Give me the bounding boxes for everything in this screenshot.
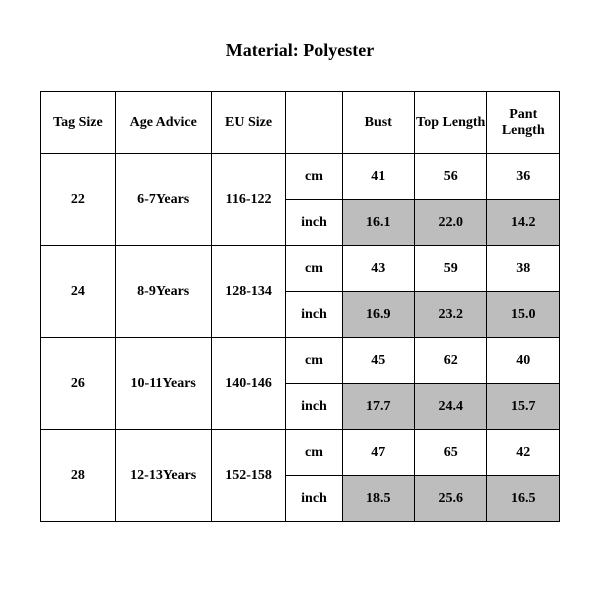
col-eu-size: EU Size <box>211 92 286 154</box>
cell-unit-inch: inch <box>286 384 342 430</box>
cell-bust-inch: 16.1 <box>342 200 414 246</box>
cell-unit-cm: cm <box>286 338 342 384</box>
cell-toplength-inch: 22.0 <box>415 200 487 246</box>
table-body: 22 6-7Years 116-122 cm 41 56 36 inch 16.… <box>41 154 560 522</box>
table-row: 26 10-11Years 140-146 cm 45 62 40 <box>41 338 560 384</box>
cell-tag-size: 24 <box>41 246 116 338</box>
cell-bust-inch: 18.5 <box>342 476 414 522</box>
col-unit <box>286 92 342 154</box>
cell-bust-cm: 45 <box>342 338 414 384</box>
cell-pantlength-inch: 15.0 <box>487 292 560 338</box>
cell-bust-cm: 43 <box>342 246 414 292</box>
cell-pantlength-cm: 36 <box>487 154 560 200</box>
cell-bust-inch: 17.7 <box>342 384 414 430</box>
col-tag-size: Tag Size <box>41 92 116 154</box>
cell-toplength-cm: 59 <box>415 246 487 292</box>
col-top-length: Top Length <box>415 92 487 154</box>
cell-eu-size: 116-122 <box>211 154 286 246</box>
cell-tag-size: 26 <box>41 338 116 430</box>
cell-bust-cm: 41 <box>342 154 414 200</box>
cell-unit-inch: inch <box>286 200 342 246</box>
cell-toplength-cm: 65 <box>415 430 487 476</box>
cell-age-advice: 10-11Years <box>115 338 211 430</box>
cell-toplength-cm: 62 <box>415 338 487 384</box>
size-chart-table: Tag Size Age Advice EU Size Bust Top Len… <box>40 91 560 522</box>
cell-pantlength-inch: 16.5 <box>487 476 560 522</box>
cell-toplength-inch: 24.4 <box>415 384 487 430</box>
cell-pantlength-inch: 15.7 <box>487 384 560 430</box>
cell-age-advice: 12-13Years <box>115 430 211 522</box>
cell-age-advice: 6-7Years <box>115 154 211 246</box>
cell-eu-size: 128-134 <box>211 246 286 338</box>
page: Material: Polyester Tag Size Age Advice … <box>0 0 600 600</box>
table-row: 24 8-9Years 128-134 cm 43 59 38 <box>41 246 560 292</box>
table-row: 28 12-13Years 152-158 cm 47 65 42 <box>41 430 560 476</box>
table-row: 22 6-7Years 116-122 cm 41 56 36 <box>41 154 560 200</box>
col-pant-length: Pant Length <box>487 92 560 154</box>
cell-bust-cm: 47 <box>342 430 414 476</box>
cell-pantlength-cm: 40 <box>487 338 560 384</box>
page-title: Material: Polyester <box>30 40 570 61</box>
cell-eu-size: 140-146 <box>211 338 286 430</box>
cell-unit-inch: inch <box>286 476 342 522</box>
cell-pantlength-cm: 42 <box>487 430 560 476</box>
cell-tag-size: 28 <box>41 430 116 522</box>
cell-eu-size: 152-158 <box>211 430 286 522</box>
cell-bust-inch: 16.9 <box>342 292 414 338</box>
col-bust: Bust <box>342 92 414 154</box>
cell-unit-inch: inch <box>286 292 342 338</box>
cell-pantlength-cm: 38 <box>487 246 560 292</box>
cell-unit-cm: cm <box>286 154 342 200</box>
col-age-advice: Age Advice <box>115 92 211 154</box>
cell-toplength-inch: 25.6 <box>415 476 487 522</box>
cell-toplength-cm: 56 <box>415 154 487 200</box>
cell-age-advice: 8-9Years <box>115 246 211 338</box>
cell-pantlength-inch: 14.2 <box>487 200 560 246</box>
header-row: Tag Size Age Advice EU Size Bust Top Len… <box>41 92 560 154</box>
cell-unit-cm: cm <box>286 246 342 292</box>
cell-unit-cm: cm <box>286 430 342 476</box>
cell-tag-size: 22 <box>41 154 116 246</box>
cell-toplength-inch: 23.2 <box>415 292 487 338</box>
